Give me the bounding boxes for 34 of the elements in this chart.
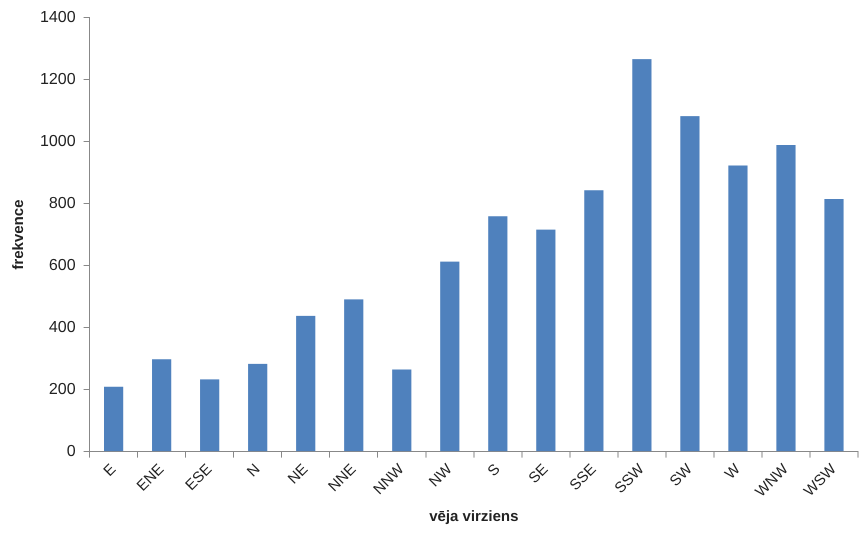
y-tick-label: 800 <box>48 195 76 212</box>
x-tick-label: S <box>484 460 504 480</box>
bar <box>680 116 700 452</box>
bar <box>536 230 556 452</box>
y-tick-label: 600 <box>48 257 76 274</box>
x-tick-label: SE <box>525 460 552 487</box>
x-tick-label: SW <box>666 460 696 490</box>
x-tick-label: E <box>100 460 120 480</box>
y-tick-label: 1200 <box>40 71 76 88</box>
y-tick-label: 0 <box>66 442 76 460</box>
bar <box>296 316 316 452</box>
x-tick-label: W <box>722 460 744 483</box>
x-tick-label: NW <box>426 460 456 490</box>
bar <box>152 359 172 452</box>
bar <box>488 216 508 452</box>
bar <box>440 262 460 452</box>
bar <box>584 190 604 452</box>
x-axis-title: vēja virziens <box>429 508 518 526</box>
y-tick-label: 200 <box>48 381 76 398</box>
y-tick-label: 1400 <box>40 9 76 26</box>
x-tick-label: N <box>244 460 264 480</box>
bar <box>344 299 364 452</box>
bar <box>248 364 268 452</box>
x-tick-label: NE <box>284 460 312 488</box>
bar <box>200 379 220 452</box>
bar <box>632 59 652 452</box>
bar <box>824 198 844 452</box>
y-tick-label: 1000 <box>40 133 76 150</box>
bar <box>392 369 412 452</box>
bar <box>104 386 124 452</box>
y-axis-title: frekvence <box>10 200 28 270</box>
y-tick-label: 400 <box>48 319 76 336</box>
bar <box>776 145 796 452</box>
bar <box>728 165 748 452</box>
